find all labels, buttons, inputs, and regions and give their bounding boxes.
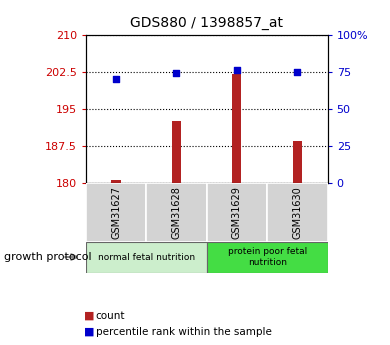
Bar bbox=[293, 141, 302, 183]
Text: GDS880 / 1398857_at: GDS880 / 1398857_at bbox=[130, 16, 283, 30]
Bar bbox=[86, 241, 207, 273]
Bar bbox=[207, 183, 267, 242]
Bar bbox=[267, 183, 328, 242]
Bar bbox=[86, 183, 146, 242]
Bar bbox=[207, 241, 328, 273]
Text: count: count bbox=[96, 311, 125, 321]
Bar bbox=[232, 74, 241, 183]
Text: protein poor fetal
nutrition: protein poor fetal nutrition bbox=[227, 247, 307, 267]
Point bbox=[294, 69, 300, 75]
Text: GSM31630: GSM31630 bbox=[292, 186, 302, 238]
Text: GSM31627: GSM31627 bbox=[111, 186, 121, 239]
Bar bbox=[172, 121, 181, 183]
Point bbox=[234, 67, 240, 73]
Text: GSM31628: GSM31628 bbox=[172, 186, 181, 239]
Bar bbox=[112, 180, 121, 183]
Text: normal fetal nutrition: normal fetal nutrition bbox=[98, 253, 195, 262]
Text: GSM31629: GSM31629 bbox=[232, 186, 242, 239]
Text: percentile rank within the sample: percentile rank within the sample bbox=[96, 327, 271, 337]
Point bbox=[173, 70, 179, 76]
Point bbox=[113, 76, 119, 82]
Text: growth protocol: growth protocol bbox=[4, 252, 92, 262]
Text: ■: ■ bbox=[84, 327, 94, 337]
Bar bbox=[146, 183, 207, 242]
Text: ■: ■ bbox=[84, 311, 94, 321]
